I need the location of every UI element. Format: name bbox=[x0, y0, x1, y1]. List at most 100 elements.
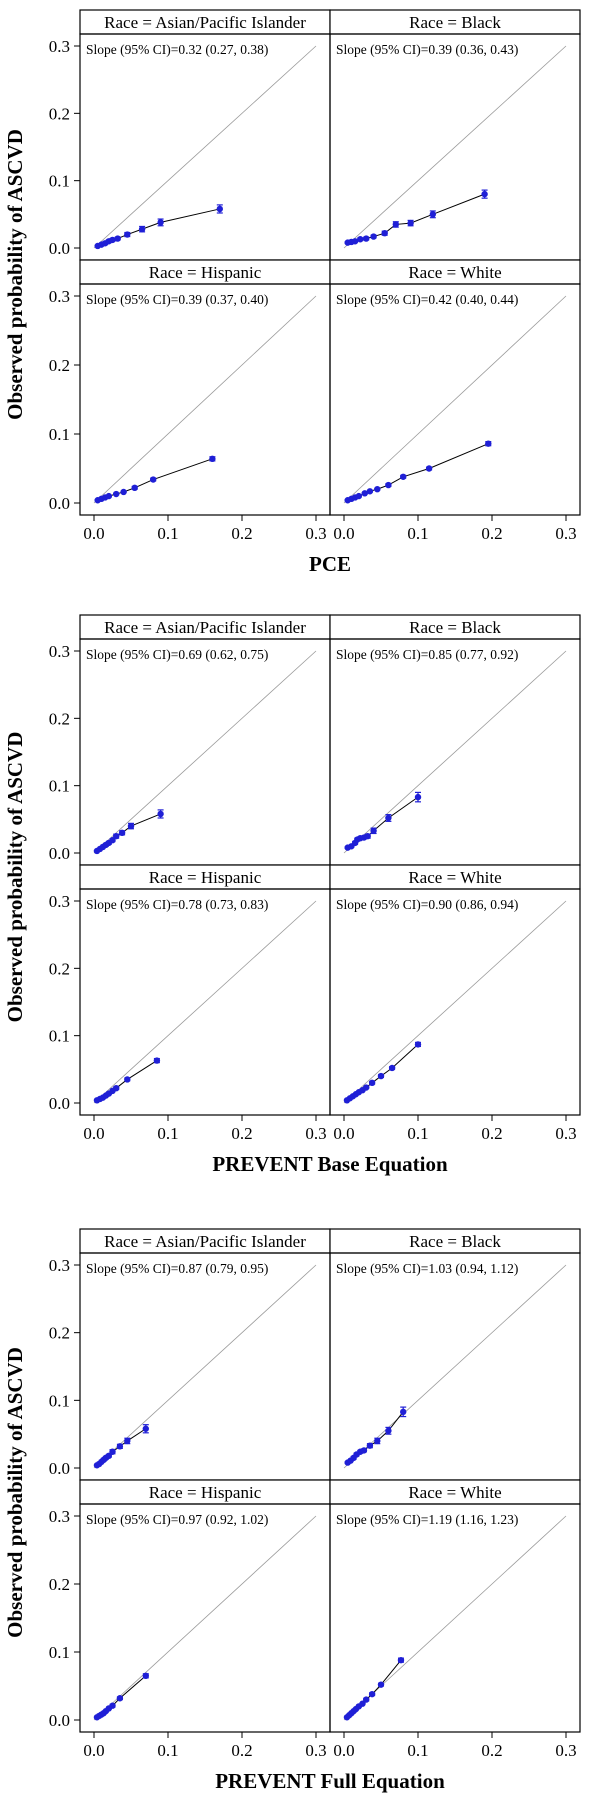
panel: Race = Black Slope (95% CI)=0.85 (0.77, 0… bbox=[329, 614, 581, 866]
panel-frame bbox=[329, 888, 581, 1116]
panel-strip bbox=[329, 614, 581, 640]
data-point bbox=[124, 1437, 131, 1445]
identity-line bbox=[343, 295, 567, 504]
y-tick-label: 0.3 bbox=[49, 1256, 70, 1275]
y-tick-label: 0.3 bbox=[49, 37, 70, 56]
slope-annotation: Slope (95% CI)=1.19 (1.16, 1.23) bbox=[336, 1512, 518, 1527]
identity-line bbox=[343, 1264, 567, 1469]
panel-title: Race = Black bbox=[409, 13, 501, 32]
y-tick-label: 0.2 bbox=[49, 1575, 70, 1594]
data-point bbox=[114, 235, 121, 242]
data-point bbox=[360, 1447, 368, 1454]
x-tick-label: 0.2 bbox=[481, 1741, 502, 1760]
data-point bbox=[118, 829, 126, 836]
x-tick-label: 0.1 bbox=[157, 1124, 178, 1143]
chart-block-2: Race = Asian/Pacific Islander Slope (95% … bbox=[3, 614, 581, 1176]
data-point bbox=[366, 1442, 374, 1449]
panel-strip bbox=[329, 1228, 581, 1254]
data-point bbox=[105, 492, 113, 500]
slope-annotation: Slope (95% CI)=1.03 (0.94, 1.12) bbox=[336, 1261, 518, 1276]
slope-annotation: Slope (95% CI)=0.87 (0.79, 0.95) bbox=[86, 1261, 268, 1276]
data-point bbox=[357, 236, 364, 243]
panel: Race = Black Slope (95% CI)=0.39 (0.36, 0… bbox=[329, 9, 581, 261]
data-point bbox=[113, 490, 120, 498]
y-tick-label: 0.1 bbox=[49, 1391, 70, 1410]
identity-line bbox=[343, 1515, 567, 1721]
slope-annotation: Slope (95% CI)=0.42 (0.40, 0.44) bbox=[336, 292, 518, 307]
data-point bbox=[400, 1408, 407, 1416]
identity-line bbox=[93, 650, 317, 854]
data-point bbox=[142, 1425, 149, 1432]
panel-title: Race = Asian/Pacific Islander bbox=[104, 13, 306, 32]
data-point bbox=[116, 1443, 124, 1450]
data-point bbox=[131, 484, 138, 492]
panel-title: Race = Asian/Pacific Islander bbox=[104, 1232, 306, 1251]
panel-title: Race = Asian/Pacific Islander bbox=[104, 618, 306, 637]
identity-line bbox=[343, 900, 567, 1104]
y-tick-label: 0.3 bbox=[49, 1507, 70, 1526]
slope-annotation: Slope (95% CI)=0.69 (0.62, 0.75) bbox=[86, 647, 268, 662]
y-tick-label: 0.1 bbox=[49, 777, 70, 796]
x-tick-label: 0.2 bbox=[481, 1124, 502, 1143]
y-axis-title: Observed probability of ASCVD bbox=[3, 732, 27, 1023]
data-point bbox=[364, 832, 371, 840]
panel-strip bbox=[329, 1479, 581, 1505]
calibration-line bbox=[347, 193, 485, 244]
y-tick-label: 0.0 bbox=[49, 1094, 70, 1113]
data-point bbox=[370, 827, 377, 834]
data-point bbox=[407, 219, 414, 227]
panel-title: Race = White bbox=[408, 263, 501, 282]
data-point bbox=[363, 235, 370, 242]
x-tick-label: 0.2 bbox=[231, 524, 252, 543]
x-tick-label: 0.2 bbox=[231, 1741, 252, 1760]
data-point bbox=[209, 455, 216, 463]
y-tick-label: 0.3 bbox=[49, 287, 70, 306]
panel-strip bbox=[329, 9, 581, 35]
identity-line bbox=[343, 650, 567, 854]
panel-strip bbox=[79, 1228, 331, 1254]
data-point bbox=[366, 488, 374, 495]
panel: Race = Hispanic Slope (95% CI)=0.39 (0.37… bbox=[49, 259, 331, 543]
y-tick-label: 0.1 bbox=[49, 172, 70, 191]
data-point bbox=[109, 1448, 116, 1455]
data-point bbox=[425, 465, 433, 472]
data-point bbox=[361, 490, 368, 497]
x-tick-label: 0.3 bbox=[305, 1741, 326, 1760]
y-tick-label: 0.0 bbox=[49, 1459, 70, 1478]
panel-frame bbox=[329, 283, 581, 516]
x-tick-label: 0.1 bbox=[157, 524, 178, 543]
x-tick-label: 0.2 bbox=[481, 524, 502, 543]
panel-title: Race = Hispanic bbox=[149, 868, 262, 887]
slope-annotation: Slope (95% CI)=0.39 (0.37, 0.40) bbox=[86, 292, 268, 307]
data-point bbox=[368, 1690, 376, 1698]
panel-strip bbox=[79, 864, 331, 890]
identity-line bbox=[93, 900, 317, 1104]
data-point bbox=[363, 1696, 370, 1703]
x-tick-label: 0.1 bbox=[407, 1124, 428, 1143]
data-point bbox=[481, 190, 488, 198]
slope-annotation: Slope (95% CI)=0.32 (0.27, 0.38) bbox=[86, 42, 268, 57]
data-point bbox=[153, 1057, 161, 1064]
panel: Race = White Slope (95% CI)=1.19 (1.16, 1… bbox=[329, 1479, 581, 1760]
panel-title: Race = Black bbox=[409, 618, 501, 637]
data-point bbox=[157, 810, 164, 818]
data-point bbox=[414, 1041, 422, 1048]
panel: Race = Hispanic Slope (95% CI)=0.78 (0.73… bbox=[49, 864, 331, 1143]
x-tick-label: 0.1 bbox=[407, 524, 428, 543]
x-tick-label: 0.1 bbox=[407, 1741, 428, 1760]
data-point bbox=[138, 225, 146, 233]
data-point bbox=[355, 492, 362, 500]
panel: Race = Black Slope (95% CI)=1.03 (0.94, 1… bbox=[329, 1228, 581, 1481]
slope-annotation: Slope (95% CI)=0.85 (0.77, 0.92) bbox=[336, 647, 518, 662]
data-point bbox=[385, 814, 392, 822]
y-tick-label: 0.2 bbox=[49, 959, 70, 978]
data-point bbox=[216, 205, 223, 213]
panel: Race = White Slope (95% CI)=0.90 (0.86, 0… bbox=[329, 864, 581, 1143]
panel-title: Race = White bbox=[408, 868, 501, 887]
x-axis-title: PREVENT Base Equation bbox=[212, 1152, 448, 1176]
data-point bbox=[351, 238, 359, 245]
x-tick-label: 0.3 bbox=[555, 1124, 576, 1143]
y-tick-label: 0.3 bbox=[49, 642, 70, 661]
data-point bbox=[397, 1656, 405, 1664]
